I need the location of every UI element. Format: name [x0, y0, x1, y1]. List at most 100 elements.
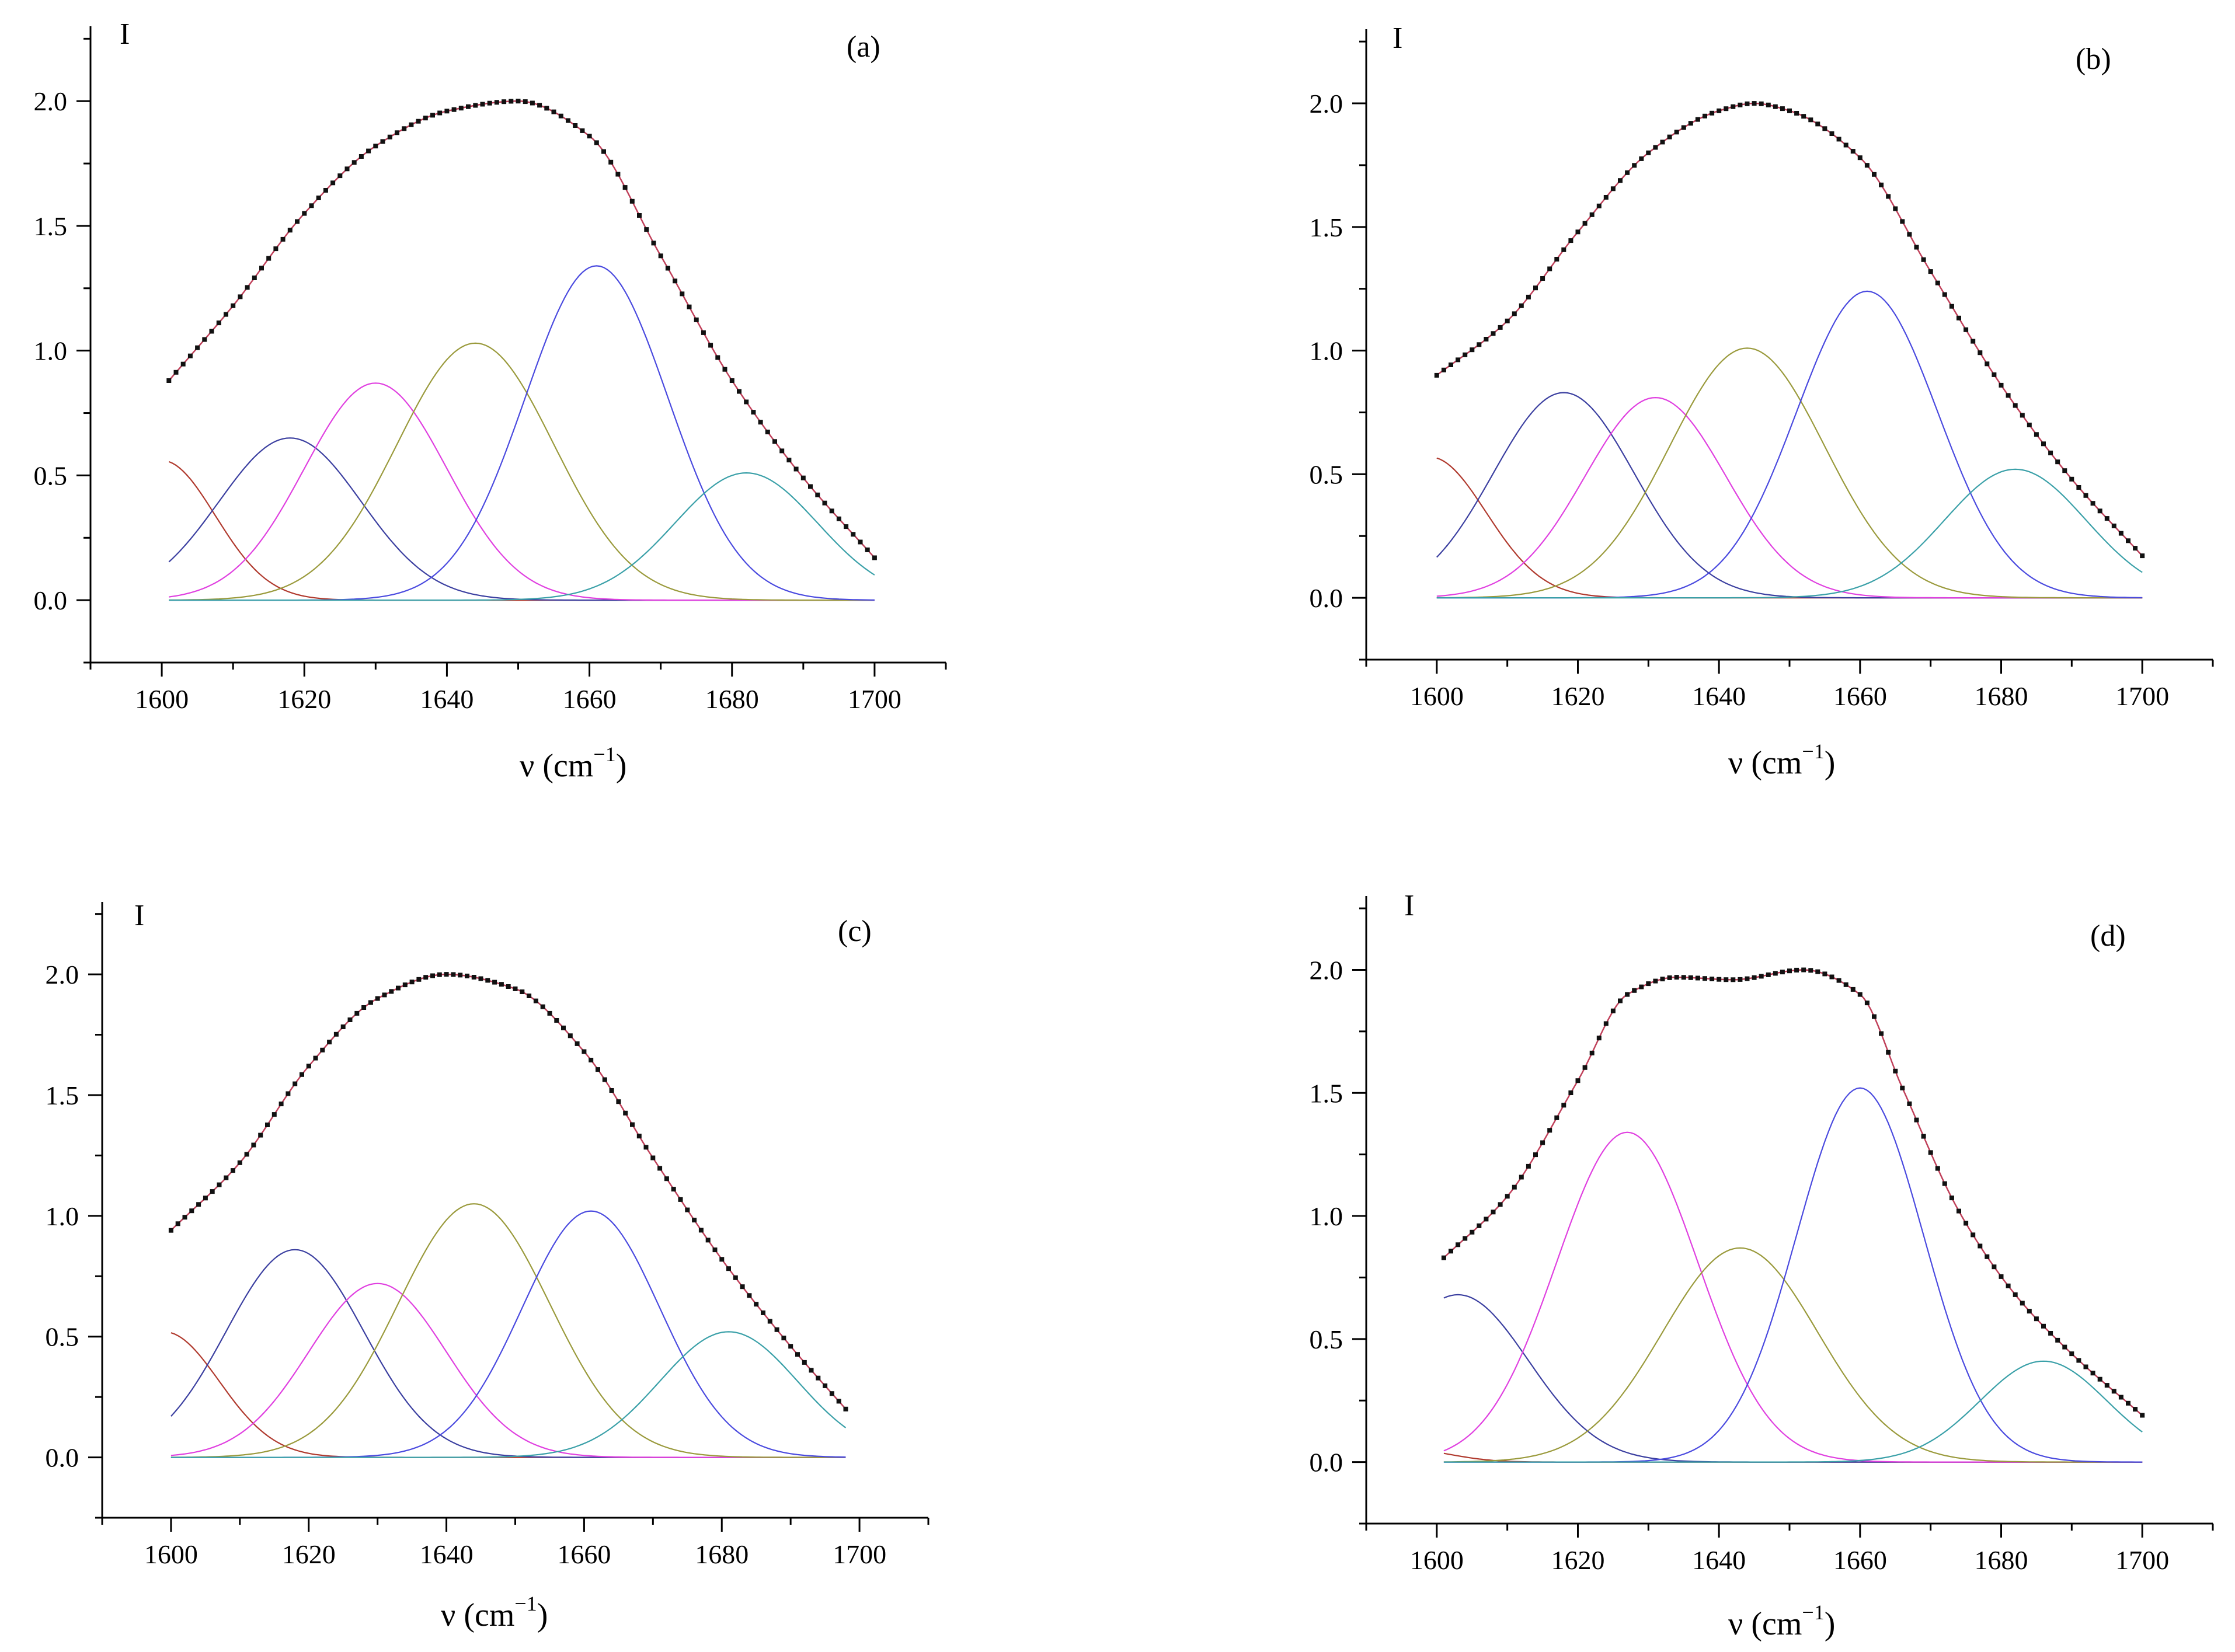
envelope-point: [1610, 186, 1616, 191]
y-axis-label: I: [120, 18, 130, 51]
envelope-point: [516, 99, 521, 104]
envelope-point: [409, 122, 414, 127]
envelope-point: [733, 1275, 738, 1280]
envelope-point: [1498, 325, 1503, 330]
envelope-point: [168, 1228, 173, 1233]
envelope-point: [1815, 121, 1820, 127]
y-tick-label: 1.5: [46, 1081, 79, 1110]
x-tick-label: 1700: [2115, 1545, 2169, 1575]
envelope-point: [480, 102, 485, 107]
envelope-point: [644, 227, 649, 232]
envelope-point: [2097, 508, 2102, 514]
envelope-point: [366, 148, 371, 154]
envelope-point: [195, 345, 200, 350]
envelope-point: [692, 1218, 697, 1223]
envelope-point: [245, 285, 250, 290]
envelope-fit-line: [1443, 969, 2143, 1416]
envelope-point: [615, 172, 621, 177]
envelope-fit-line: [168, 100, 875, 559]
envelope-point: [1646, 150, 1651, 155]
envelope-point: [295, 219, 300, 224]
component-band-1644: [170, 1203, 846, 1458]
envelope-point: [523, 99, 528, 104]
component-band-1600: [170, 1332, 846, 1458]
envelope-point: [1505, 318, 1510, 323]
envelope-point: [2006, 1283, 2011, 1288]
envelope-point: [209, 329, 214, 334]
envelope-point: [1787, 968, 1792, 974]
envelope-point: [1907, 1101, 1912, 1106]
envelope-point: [502, 99, 507, 104]
envelope-point: [2076, 485, 2081, 490]
envelope-point: [216, 320, 221, 326]
envelope-point: [744, 399, 749, 405]
envelope-point: [1886, 194, 1891, 199]
envelope-point: [809, 1368, 814, 1373]
envelope-point: [1441, 1255, 1446, 1260]
y-tick-label: 0.0: [34, 585, 68, 615]
envelope-point: [1879, 182, 1884, 187]
envelope-point: [1575, 1078, 1580, 1083]
envelope-point: [1914, 1117, 1919, 1123]
envelope-point: [1554, 257, 1559, 262]
x-tick-label: 1620: [1551, 681, 1605, 711]
envelope-point: [1752, 101, 1757, 106]
envelope-point: [1681, 125, 1686, 130]
envelope-point: [2055, 459, 2060, 465]
x-axis-label: ν (cm−1): [441, 1592, 548, 1633]
envelope-point: [685, 1207, 690, 1212]
envelope-point: [1949, 1196, 1954, 1201]
envelope-point: [1512, 311, 1517, 316]
envelope-point: [237, 1160, 242, 1165]
envelope-point: [2055, 1337, 2060, 1343]
envelope-point: [423, 116, 428, 121]
envelope-point: [616, 1099, 621, 1104]
envelope-point: [795, 1352, 800, 1357]
envelope-point: [444, 972, 449, 977]
envelope-point: [829, 1391, 834, 1396]
envelope-point: [1978, 1243, 1983, 1249]
envelope-point: [1928, 1150, 1933, 1155]
envelope-point: [1540, 276, 1545, 281]
envelope-point: [2034, 432, 2039, 437]
envelope-point: [781, 1336, 786, 1341]
envelope-point: [1625, 992, 1630, 997]
x-tick-label: 1680: [695, 1539, 749, 1569]
envelope-point: [1667, 134, 1672, 140]
envelope-point: [2048, 450, 2053, 455]
envelope-point: [1596, 203, 1602, 208]
envelope-point: [1463, 352, 1468, 357]
envelope-point: [1710, 110, 1715, 116]
envelope-point: [568, 1033, 573, 1038]
envelope-point: [815, 492, 820, 497]
envelope-point: [829, 508, 834, 514]
envelope-point: [1843, 142, 1848, 148]
envelope-point: [1921, 257, 1926, 262]
envelope-point: [430, 973, 435, 978]
envelope-point: [1519, 303, 1524, 308]
y-tick-label: 2.0: [1310, 89, 1343, 119]
envelope-point: [273, 246, 278, 252]
envelope-point: [823, 1383, 828, 1388]
y-axis-label: I: [134, 899, 144, 932]
y-tick-label: 0.0: [1310, 1448, 1343, 1477]
envelope-point: [451, 972, 456, 977]
envelope-point: [316, 196, 321, 200]
x-tick-label: 1640: [420, 1539, 474, 1569]
envelope-point: [650, 1155, 656, 1160]
envelope-point: [1491, 331, 1496, 336]
envelope-point: [582, 1049, 587, 1054]
envelope-point: [1745, 101, 1750, 106]
envelope-point: [687, 304, 692, 309]
envelope-point: [458, 106, 464, 111]
envelope-point: [313, 1055, 318, 1061]
envelope-point: [740, 1284, 745, 1289]
envelope-point: [843, 1406, 848, 1411]
envelope-point: [395, 130, 399, 135]
envelope-point: [520, 989, 525, 994]
envelope-point: [2020, 413, 2025, 418]
x-tick-label: 1680: [1975, 681, 2028, 711]
envelope-point: [2140, 553, 2145, 559]
component-band-1630: [169, 382, 875, 601]
